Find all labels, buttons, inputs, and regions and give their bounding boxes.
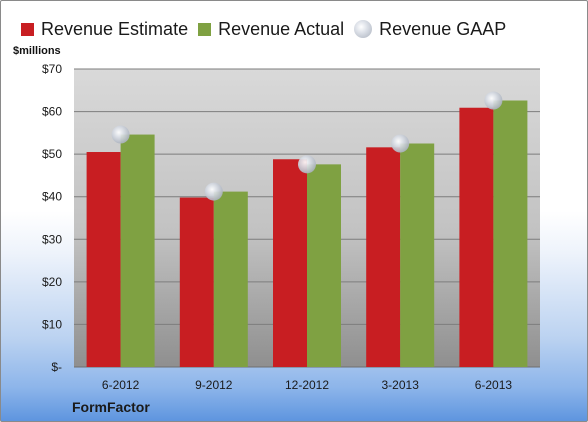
x-tick-label: 12-2012 — [285, 378, 329, 392]
legend: Revenue Estimate Revenue Actual Revenue … — [21, 16, 516, 42]
bar-revenue-estimate — [179, 197, 214, 367]
x-tick-label: 6-2013 — [475, 378, 513, 392]
legend-item-actual: Revenue Actual — [198, 19, 344, 40]
point-revenue-gaap — [204, 182, 223, 201]
y-tick-label: $20 — [42, 275, 62, 289]
bar-revenue-estimate — [459, 107, 494, 368]
legend-swatch-estimate — [21, 22, 34, 36]
bar-revenue-estimate — [366, 147, 401, 367]
point-revenue-gaap — [391, 134, 410, 153]
x-tick-label: 9-2012 — [195, 378, 233, 392]
y-tick-label: $60 — [42, 105, 62, 119]
bar-revenue-estimate — [86, 152, 121, 367]
legend-marker-gaap — [354, 20, 373, 38]
legend-label-gaap: Revenue GAAP — [379, 18, 507, 39]
y-tick-label: $70 — [42, 62, 62, 76]
point-revenue-gaap — [298, 155, 316, 174]
company-name: FormFactor — [72, 399, 150, 415]
x-tick-label: 3-2013 — [382, 378, 420, 392]
y-axis-unit-label: $millions — [13, 45, 61, 57]
bar-revenue-estimate — [273, 159, 307, 367]
legend-swatch-actual — [198, 22, 212, 36]
legend-label-estimate: Revenue Estimate — [41, 18, 189, 39]
point-revenue-gaap — [484, 91, 503, 110]
y-tick-label: $10 — [42, 317, 62, 331]
bar-revenue-actual — [213, 191, 248, 367]
bar-revenue-actual — [307, 164, 341, 367]
bar-revenue-actual — [400, 143, 435, 367]
y-tick-label: $- — [51, 360, 62, 374]
y-tick-label: $30 — [42, 232, 62, 246]
bar-revenue-actual — [493, 100, 528, 367]
legend-item-estimate: Revenue Estimate — [21, 19, 188, 40]
x-tick-label: 6-2012 — [102, 378, 140, 392]
y-tick-label: $50 — [42, 147, 62, 161]
legend-label-actual: Revenue Actual — [218, 18, 345, 39]
y-tick-label: $40 — [42, 190, 62, 204]
point-revenue-gaap — [111, 125, 130, 144]
legend-item-gaap: Revenue GAAP — [354, 19, 506, 40]
bar-revenue-actual — [120, 134, 155, 367]
